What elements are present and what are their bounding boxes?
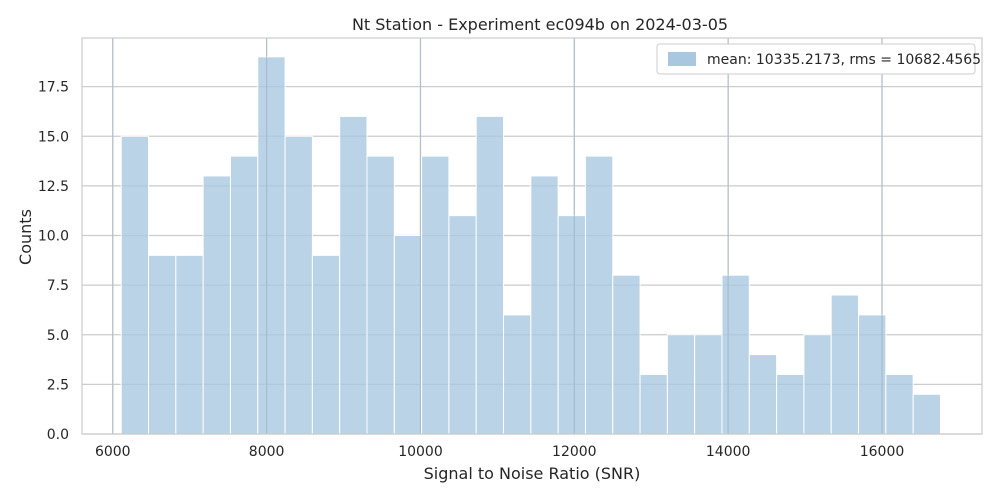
- histogram-bar: [257, 56, 286, 435]
- x-tick-label: 16000: [860, 444, 905, 460]
- histogram-bar: [584, 155, 614, 435]
- histogram-bar: [830, 294, 860, 435]
- y-tick-labels: 0.0 2.5 5.0 7.5 10.0 12.5 15.0 17.5: [38, 80, 69, 443]
- histogram-bar: [366, 155, 395, 435]
- histogram-bar: [612, 274, 641, 435]
- histogram-bar: [229, 155, 259, 435]
- legend-box: [656, 43, 976, 75]
- x-tick-labels: 6000 8000 10000 12000 14000 16000: [95, 444, 904, 460]
- y-tick-label: 15.0: [38, 129, 69, 145]
- y-tick-label: 0.0: [47, 427, 69, 443]
- y-axis-label: Counts: [16, 209, 35, 265]
- histogram-bar: [475, 115, 505, 435]
- histogram-bar: [530, 175, 559, 435]
- axes-frame: [81, 37, 983, 435]
- y-tick-label: 17.5: [38, 80, 69, 96]
- histogram-bars: [112, 38, 941, 435]
- histogram-bar: [448, 215, 477, 435]
- x-tick-label: 8000: [249, 444, 285, 460]
- y-tick-label: 10.0: [38, 229, 69, 245]
- histogram-bar: [284, 135, 313, 435]
- histogram-bar: [803, 334, 832, 435]
- x-grid-overlay: [112, 38, 883, 434]
- histogram-bar: [421, 155, 450, 435]
- histogram-bar: [694, 334, 723, 435]
- histogram-bar: [311, 254, 341, 435]
- histogram-bar: [858, 314, 887, 435]
- y-tick-label: 2.5: [47, 377, 69, 393]
- histogram-bar: [393, 235, 423, 435]
- histogram-bar: [148, 254, 177, 435]
- y-tick-label: 7.5: [47, 278, 69, 294]
- legend: mean: 10335.2173, rms = 10682.4565: [656, 43, 981, 75]
- histogram-bar: [120, 135, 150, 435]
- y-tick-label: 5.0: [47, 328, 69, 344]
- histogram-bar: [639, 373, 668, 435]
- histogram-bar: [721, 274, 750, 435]
- y-tick-label: 12.5: [38, 179, 69, 195]
- histogram-bar: [503, 314, 532, 435]
- histogram-bar: [339, 115, 368, 435]
- plot-frame: [81, 37, 983, 435]
- histogram-bar: [557, 215, 586, 435]
- chart-title: Nt Station - Experiment ec094b on 2024-0…: [352, 15, 728, 34]
- histogram-bar: [776, 373, 805, 435]
- legend-swatch: [668, 52, 696, 66]
- x-tick-label: 10000: [398, 444, 443, 460]
- x-tick-label: 6000: [95, 444, 131, 460]
- histogram-bar: [175, 254, 204, 435]
- histogram-bar: [748, 354, 778, 435]
- histogram-bar: [885, 373, 914, 435]
- histogram-bar: [912, 393, 941, 435]
- histogram-bar: [202, 175, 231, 435]
- legend-label: mean: 10335.2173, rms = 10682.4565: [707, 52, 981, 68]
- x-tick-label: 12000: [552, 444, 597, 460]
- x-tick-label: 14000: [706, 444, 751, 460]
- histogram-bar: [666, 334, 696, 435]
- x-axis-label: Signal to Noise Ratio (SNR): [424, 464, 641, 483]
